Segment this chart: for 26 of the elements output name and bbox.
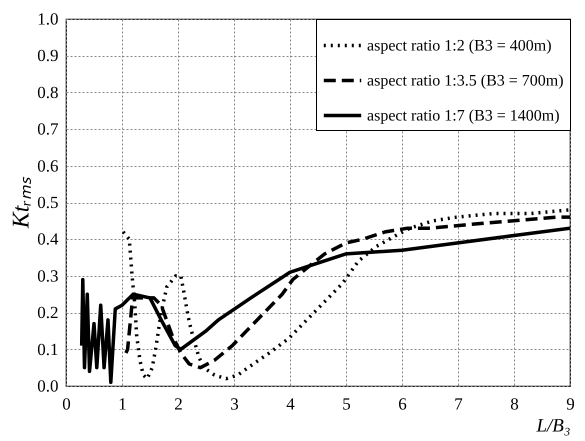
x-tick-label: 2: [174, 394, 183, 414]
x-tick-label: 0: [62, 394, 71, 414]
y-tick-label: 0.3: [37, 266, 58, 286]
y-tick-label: 0.8: [37, 82, 58, 102]
legend-label: aspect ratio 1:7 (B3 = 1400m): [367, 108, 560, 124]
y-tick-label: 0.7: [37, 120, 59, 139]
y-tick-label: 0.1: [37, 340, 58, 359]
y-tick-label: 0.6: [37, 156, 58, 176]
x-tick-label: 1: [118, 394, 127, 414]
y-tick-label: 0.0: [37, 376, 58, 396]
y-tick-label: 0.4: [37, 230, 59, 249]
x-tick-label: 3: [230, 394, 239, 414]
x-axis-title: L/B₃: [535, 416, 570, 436]
y-tick-label: 1.0: [37, 10, 58, 28]
x-tick-label: 4: [286, 394, 296, 414]
y-tick-label: 0.2: [37, 303, 58, 322]
legend-label: aspect ratio 1:3.5 (B3 = 700m): [367, 72, 564, 90]
y-axis-title: Ktᵣₘₛ: [8, 176, 34, 230]
x-tick-label: 5: [342, 394, 351, 414]
x-tick-label: 8: [510, 394, 519, 414]
legend-label: aspect ratio 1:2 (B3 = 400m): [367, 38, 552, 54]
x-tick-label: 6: [398, 394, 407, 414]
x-tick-label: 9: [566, 394, 575, 414]
x-tick-label: 7: [454, 394, 464, 414]
y-tick-label: 0.5: [37, 193, 58, 212]
y-tick-label: 0.9: [37, 46, 58, 66]
